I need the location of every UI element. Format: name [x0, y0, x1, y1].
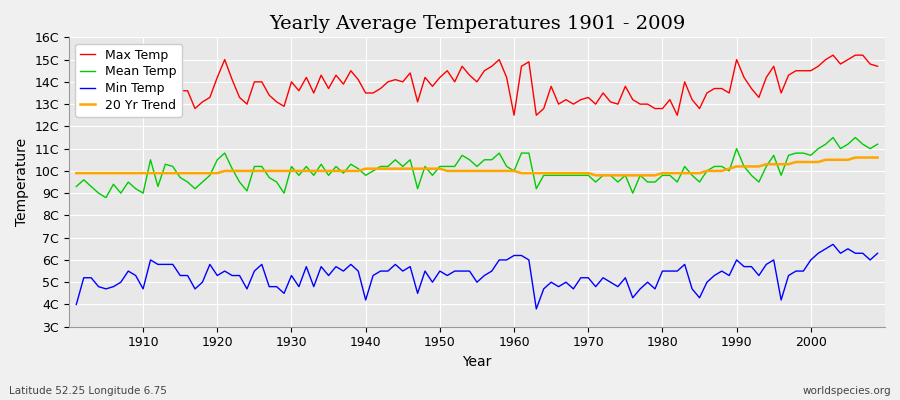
20 Yr Trend: [590, 173, 601, 178]
Max Temp: [338, 82, 349, 86]
Min Temp: [71, 302, 82, 307]
Legend: Max Temp, Mean Temp, Min Temp, 20 Yr Trend: Max Temp, Mean Temp, Min Temp, 20 Yr Tre…: [76, 44, 182, 117]
Min Temp: [872, 251, 883, 256]
Max Temp: [293, 88, 304, 93]
Text: Latitude 52.25 Longitude 6.75: Latitude 52.25 Longitude 6.75: [9, 386, 166, 396]
20 Yr Trend: [850, 155, 860, 160]
Mean Temp: [101, 195, 112, 200]
Min Temp: [828, 242, 839, 247]
Max Temp: [828, 53, 839, 58]
Y-axis label: Temperature: Temperature: [15, 138, 29, 226]
Max Temp: [872, 64, 883, 69]
20 Yr Trend: [293, 168, 304, 173]
Mean Temp: [605, 173, 616, 178]
20 Yr Trend: [872, 155, 883, 160]
Mean Temp: [71, 184, 82, 189]
20 Yr Trend: [71, 171, 82, 176]
Min Temp: [531, 306, 542, 311]
20 Yr Trend: [501, 168, 512, 173]
Line: 20 Yr Trend: 20 Yr Trend: [76, 158, 878, 175]
Mean Temp: [301, 164, 311, 169]
Text: worldspecies.org: worldspecies.org: [803, 386, 891, 396]
Min Temp: [605, 280, 616, 285]
Line: Max Temp: Max Temp: [76, 55, 878, 115]
X-axis label: Year: Year: [463, 355, 491, 369]
Mean Temp: [828, 135, 839, 140]
Max Temp: [130, 102, 141, 106]
Max Temp: [71, 102, 82, 106]
Max Temp: [501, 75, 512, 80]
20 Yr Trend: [338, 168, 349, 173]
Mean Temp: [138, 191, 148, 196]
Mean Temp: [516, 151, 526, 156]
Min Temp: [338, 269, 349, 274]
Max Temp: [605, 100, 616, 104]
Line: Min Temp: Min Temp: [76, 244, 878, 309]
20 Yr Trend: [605, 173, 616, 178]
Max Temp: [516, 64, 526, 69]
20 Yr Trend: [130, 171, 141, 176]
20 Yr Trend: [508, 168, 519, 173]
Min Temp: [501, 258, 512, 262]
Min Temp: [130, 273, 141, 278]
Mean Temp: [872, 142, 883, 146]
Mean Temp: [346, 162, 356, 167]
Min Temp: [508, 253, 519, 258]
Max Temp: [508, 113, 519, 118]
Min Temp: [293, 284, 304, 289]
Mean Temp: [508, 168, 519, 173]
Title: Yearly Average Temperatures 1901 - 2009: Yearly Average Temperatures 1901 - 2009: [269, 15, 685, 33]
Line: Mean Temp: Mean Temp: [76, 138, 878, 198]
